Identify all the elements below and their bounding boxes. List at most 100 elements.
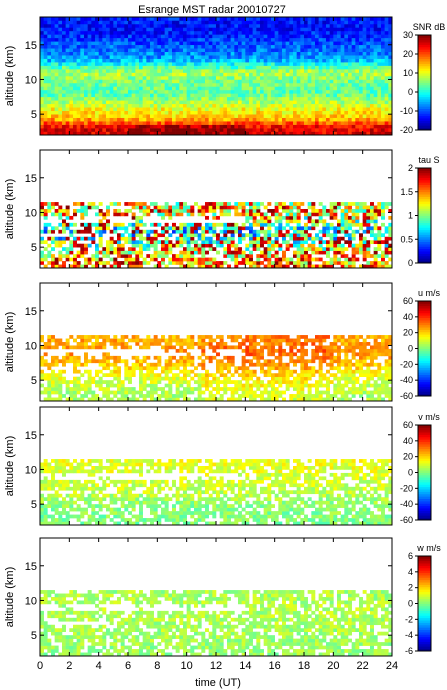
heatmap-cell — [216, 44, 220, 49]
heatmap-cell — [179, 65, 184, 70]
heatmap-cell — [102, 107, 107, 112]
heatmap-cell — [43, 373, 48, 378]
heatmap-cell — [282, 30, 286, 35]
heatmap-cell — [124, 86, 129, 91]
heatmap-cell — [128, 62, 132, 66]
heatmap-cell — [278, 82, 283, 87]
heatmap-cell — [282, 236, 286, 241]
heatmap-cell — [381, 30, 385, 35]
heatmap-cell — [40, 131, 44, 136]
heatmap-cell — [381, 110, 385, 115]
heatmap-cell — [293, 107, 297, 112]
heatmap-cell — [84, 345, 88, 350]
heatmap-cell — [219, 62, 224, 66]
heatmap-cell — [219, 89, 224, 94]
heatmap-cell — [241, 131, 246, 136]
heatmap-cell — [40, 359, 44, 364]
heatmap-cell — [172, 110, 176, 115]
heatmap-cell — [311, 76, 316, 80]
heatmap-cell — [304, 257, 308, 262]
heatmap-cell — [194, 243, 198, 248]
heatmap-cell — [252, 222, 257, 227]
heatmap-cell — [102, 20, 107, 25]
heatmap-cell — [344, 27, 349, 32]
heatmap-cell — [128, 23, 132, 28]
heatmap-cell — [161, 247, 165, 251]
heatmap-cell — [274, 107, 279, 112]
heatmap-cell — [40, 79, 44, 84]
heatmap-cell — [241, 117, 246, 122]
heatmap-cell — [153, 257, 158, 262]
heatmap-cell — [54, 131, 59, 136]
heatmap-cell — [219, 17, 224, 21]
heatmap-cell — [219, 209, 224, 213]
heatmap-cell — [131, 82, 136, 87]
heatmap-cell — [318, 51, 323, 56]
heatmap-cell — [142, 76, 147, 80]
heatmap-cell — [98, 34, 103, 39]
heatmap-cell — [142, 121, 147, 125]
heatmap-cell — [381, 250, 385, 255]
heatmap-cell — [117, 82, 121, 87]
heatmap-cell — [113, 240, 118, 245]
heatmap-cell — [282, 103, 286, 108]
heatmap-cell — [230, 27, 235, 32]
heatmap-cell — [124, 62, 129, 66]
heatmap-cell — [47, 366, 52, 371]
heatmap-cell — [58, 17, 63, 21]
heatmap-cell — [315, 23, 319, 28]
heatmap-cell — [282, 93, 286, 98]
heatmap-cell — [124, 30, 129, 35]
heatmap-cell — [172, 121, 176, 125]
heatmap-cell — [377, 261, 382, 265]
heatmap-cell — [366, 44, 371, 49]
heatmap-cell — [54, 89, 59, 94]
heatmap-cell — [146, 114, 151, 118]
heatmap-cell — [117, 261, 121, 265]
heatmap-cell — [326, 65, 330, 70]
heatmap-cell — [58, 359, 63, 364]
heatmap-cell — [43, 65, 48, 70]
heatmap-cell — [362, 103, 367, 108]
heatmap-cell — [146, 261, 151, 265]
heatmap-cell — [296, 17, 301, 21]
heatmap-cell — [362, 58, 367, 63]
heatmap-cell — [216, 51, 220, 56]
heatmap-cell — [245, 209, 250, 213]
heatmap-cell — [73, 86, 77, 91]
colorbar-segment — [418, 198, 431, 202]
heatmap-cell — [69, 23, 74, 28]
heatmap-cell — [164, 110, 169, 115]
heatmap-cell — [54, 20, 59, 25]
heatmap-cell — [370, 58, 374, 63]
heatmap-cell — [91, 103, 96, 108]
heatmap-cell — [124, 345, 129, 350]
heatmap-cell — [153, 121, 158, 125]
heatmap-cell — [164, 37, 169, 42]
heatmap-cell — [109, 397, 114, 402]
heatmap-cell — [304, 236, 308, 241]
heatmap-cell — [384, 62, 389, 66]
heatmap-cell — [230, 114, 235, 118]
heatmap-cell — [388, 250, 393, 255]
heatmap-cell — [322, 240, 327, 245]
heatmap-cell — [293, 79, 297, 84]
heatmap-cell — [293, 261, 297, 265]
heatmap-cell — [322, 212, 327, 217]
heatmap-cell — [230, 107, 235, 112]
heatmap-cell — [296, 86, 301, 91]
heatmap-cell — [43, 202, 48, 206]
heatmap-cell — [260, 128, 264, 132]
heatmap-cell — [381, 264, 385, 269]
heatmap-cell — [40, 390, 44, 395]
heatmap-cell — [87, 96, 92, 101]
heatmap-cell — [153, 250, 158, 255]
heatmap-cell — [362, 27, 367, 32]
heatmap-cell — [216, 17, 220, 21]
heatmap-cell — [267, 202, 272, 206]
heatmap-cell — [348, 17, 352, 21]
heatmap-cell — [300, 93, 305, 98]
heatmap-cell — [278, 44, 283, 49]
colorbar-segment — [418, 215, 431, 219]
heatmap-cell — [241, 226, 246, 231]
